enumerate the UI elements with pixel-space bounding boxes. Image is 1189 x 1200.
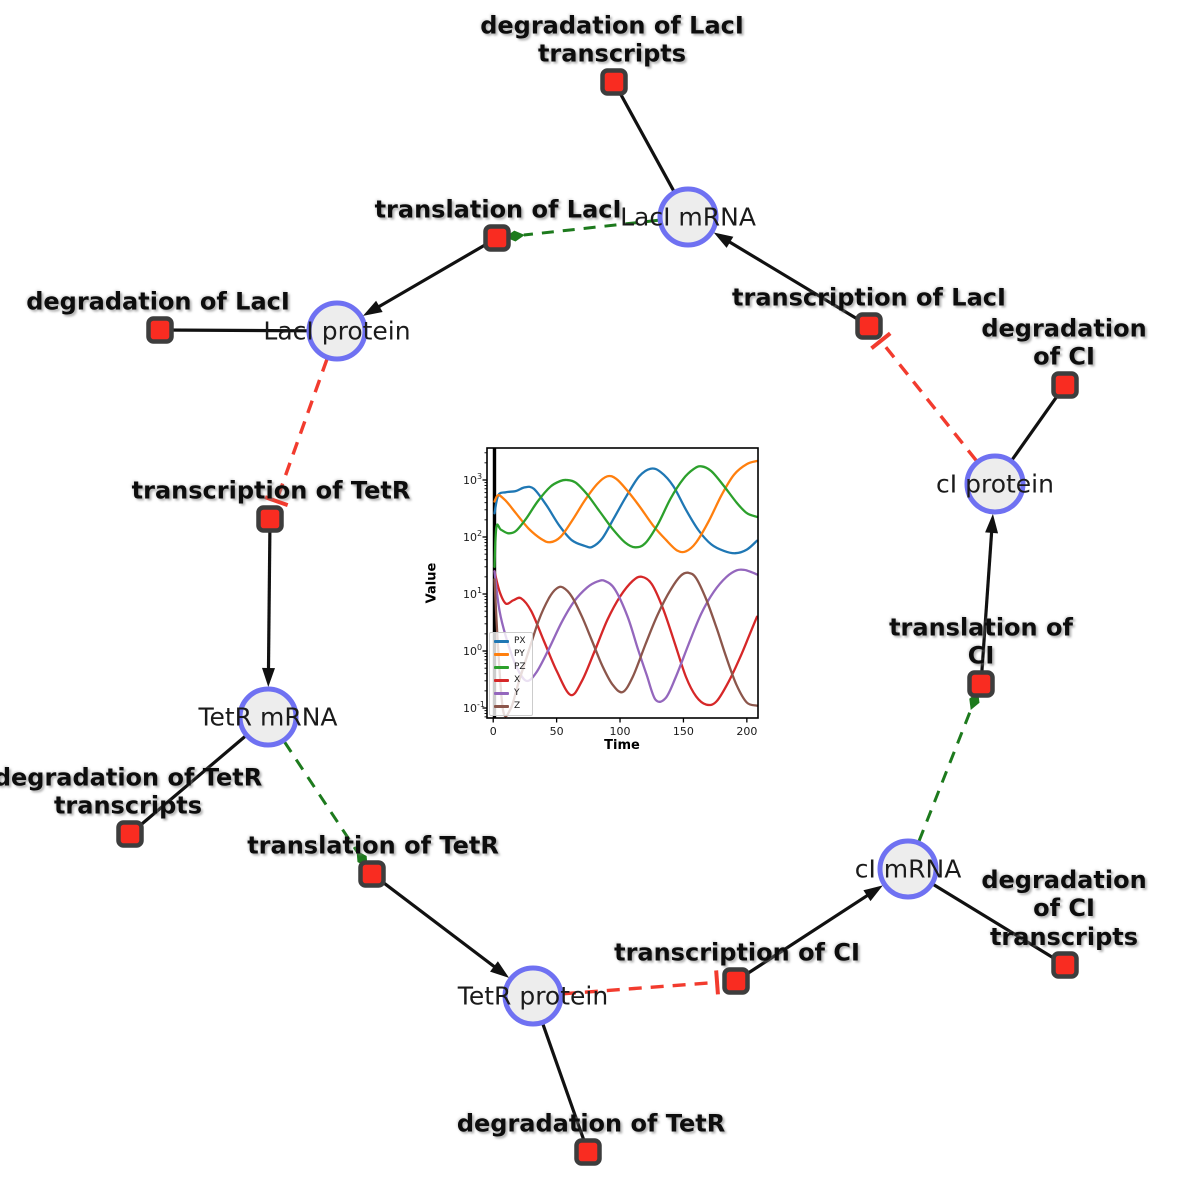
chart-x-axis-label: Time xyxy=(604,738,640,753)
legend-entry-pz: PZ xyxy=(494,662,526,673)
reaction-label-degradation-tetr-transcripts: degradation of TetR transcripts xyxy=(0,763,263,820)
legend-entry-z: Z xyxy=(494,701,526,712)
legend-entry-px: PX xyxy=(494,636,526,647)
reaction-label-degradation-laci: degradation of LacI xyxy=(26,287,290,316)
reaction-label-degradation-ci-transcripts: degradation of CI transcripts xyxy=(981,866,1147,951)
species-label-laci-mrna: LacI mRNA xyxy=(620,202,756,232)
svg-text:101: 101 xyxy=(463,586,482,601)
reaction-label-degradation-tetr: degradation of TetR xyxy=(456,1109,726,1138)
svg-text:100: 100 xyxy=(463,643,482,658)
reaction-label-translation-tetr: translation of TetR xyxy=(247,831,499,860)
reaction-label-translation-laci: translation of LacI xyxy=(374,195,622,224)
legend-line-swatch-py xyxy=(494,653,509,656)
reaction-label-translation-ci: translation of CI xyxy=(889,613,1073,670)
svg-text:50: 50 xyxy=(550,725,564,738)
reaction-label-degradation-laci-transcripts: degradation of LacI transcripts xyxy=(480,11,744,68)
legend-line-swatch-z xyxy=(494,705,509,708)
legend-entry-x: X xyxy=(494,675,526,686)
legend-line-swatch-pz xyxy=(494,666,509,669)
reaction-label-transcription-laci: transcription of LacI xyxy=(732,283,1006,312)
svg-text:102: 102 xyxy=(463,529,482,544)
svg-text:103: 103 xyxy=(463,472,482,487)
svg-text:0: 0 xyxy=(490,725,497,738)
chart-y-axis-label: Value xyxy=(424,562,440,604)
reaction-label-degradation-ci: degradation of CI xyxy=(981,314,1147,371)
species-label-ci-protein: cI protein xyxy=(936,469,1054,499)
svg-text:10-1: 10-1 xyxy=(463,700,485,715)
svg-text:200: 200 xyxy=(736,725,757,738)
svg-text:100: 100 xyxy=(610,725,631,738)
legend-line-swatch-x xyxy=(494,679,509,682)
legend-line-swatch-y xyxy=(494,692,509,695)
legend-line-swatch-px xyxy=(494,640,509,643)
species-label-tetr-mrna: TetR mRNA xyxy=(198,702,338,732)
species-label-ci-mrna: cI mRNA xyxy=(854,854,962,884)
legend-entry-py: PY xyxy=(494,649,526,660)
chart-legend: PX PY PZ X Y Z xyxy=(489,632,533,716)
svg-text:150: 150 xyxy=(673,725,694,738)
reaction-label-transcription-tetr: transcription of TetR xyxy=(131,476,411,505)
species-label-tetr-protein: TetR protein xyxy=(457,981,609,1011)
species-label-laci-protein: LacI protein xyxy=(263,316,411,346)
legend-entry-y: Y xyxy=(494,688,526,699)
reaction-label-transcription-ci: transcription of CI xyxy=(614,938,860,967)
